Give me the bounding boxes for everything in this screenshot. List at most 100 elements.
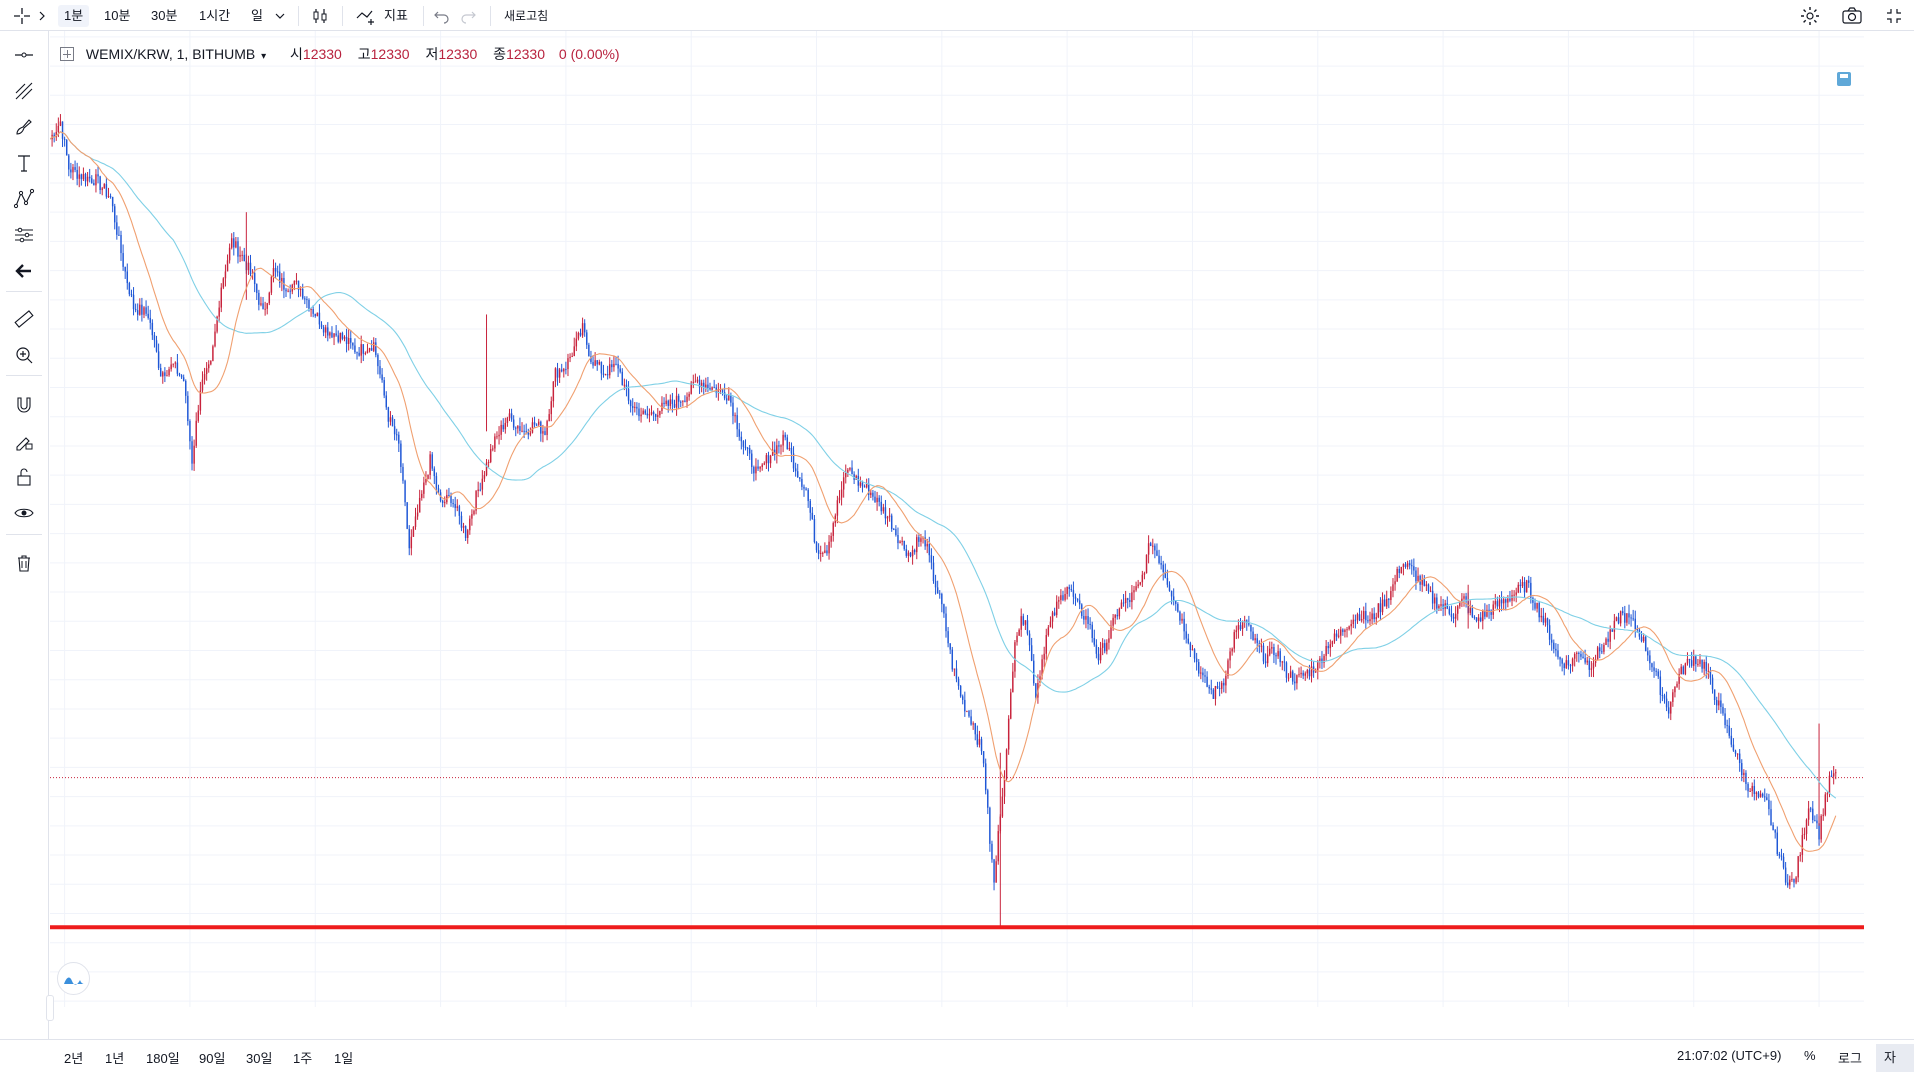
candle-body [1816, 820, 1818, 824]
candle-body [249, 262, 252, 275]
candle-body [1459, 602, 1461, 607]
redo-icon[interactable] [456, 4, 480, 28]
settings-icon[interactable] [1798, 4, 1822, 28]
candle-body [1099, 647, 1102, 661]
candle-body [861, 482, 864, 487]
candle-body [742, 441, 745, 447]
candle-body [665, 400, 667, 404]
ma-long-line [50, 131, 1837, 799]
chevron-right-icon[interactable] [36, 4, 48, 28]
candle-body [805, 488, 807, 490]
candle-body [352, 342, 354, 346]
candle-body [385, 395, 387, 408]
save-layout-icon[interactable] [1837, 72, 1851, 86]
chevron-down-icon[interactable]: ▾ [261, 51, 267, 62]
candle-body [364, 352, 367, 354]
candle-body [345, 336, 348, 344]
range-90d[interactable]: 90일 [199, 1051, 226, 1066]
candle-body [1392, 584, 1394, 592]
candle-body [872, 492, 874, 497]
candle-body [1262, 645, 1265, 662]
candle-body [987, 790, 989, 808]
price-chart[interactable]: 1080011000112001140011600118001200012200… [50, 31, 1864, 1007]
chart-area[interactable]: 1080011000112001140011600118001200012200… [50, 31, 1864, 1007]
candle-body [224, 271, 227, 279]
candle-body [1793, 878, 1795, 883]
candle-body [308, 299, 310, 310]
range-1d[interactable]: 1일 [334, 1051, 354, 1066]
interval-1h[interactable]: 1시간 [199, 8, 231, 23]
candle-body [776, 445, 778, 455]
candle-body [1722, 706, 1724, 714]
fullscreen-icon[interactable] [1882, 4, 1906, 28]
candle-body [934, 581, 937, 588]
candle-body [809, 501, 811, 513]
zoom-in-icon[interactable] [10, 341, 38, 369]
magnet-icon[interactable] [10, 391, 38, 419]
crosshair-icon[interactable] [10, 4, 34, 28]
range-30d[interactable]: 30일 [246, 1051, 273, 1066]
interval-10m[interactable]: 10분 [104, 8, 131, 23]
auto-scale-toggle[interactable]: 자동 [1876, 1044, 1914, 1072]
candle-body [1035, 683, 1037, 698]
indicators-icon[interactable] [354, 4, 378, 28]
range-2y[interactable]: 2년 [64, 1051, 84, 1066]
candle-body [1350, 624, 1352, 627]
add-compare-icon[interactable] [60, 47, 74, 61]
candle-body [1202, 672, 1204, 676]
interval-30m[interactable]: 30분 [151, 8, 178, 23]
eye-icon[interactable] [10, 499, 38, 527]
text-icon[interactable] [10, 149, 38, 177]
high-value: 12330 [370, 46, 410, 62]
candle-body [1181, 618, 1183, 621]
fib-icon[interactable] [10, 77, 38, 105]
candle-body [1421, 579, 1423, 585]
candle-body [153, 335, 156, 341]
range-1y[interactable]: 1년 [105, 1051, 125, 1066]
candles-icon[interactable] [308, 4, 332, 28]
interval-1m[interactable]: 1분 [58, 5, 90, 27]
log-toggle[interactable]: 로그 [1838, 1051, 1862, 1066]
candle-body [469, 518, 471, 531]
candle-body [1684, 663, 1687, 675]
pattern-icon[interactable] [10, 185, 38, 213]
candle-body [1557, 650, 1559, 658]
candle-body [101, 188, 103, 191]
range-1w[interactable]: 1주 [293, 1051, 313, 1066]
candle-body [55, 131, 57, 138]
candle-body [728, 394, 730, 401]
broker-logo-icon[interactable] [57, 962, 90, 995]
symbol-name[interactable]: WEMIX/KRW, 1, BITHUMB [85, 46, 256, 62]
candle-body [1256, 638, 1258, 644]
candle-body [1599, 647, 1601, 652]
refresh-button[interactable]: 새로고침 [504, 9, 549, 23]
trend-line-icon[interactable] [10, 41, 38, 69]
unlock-icon[interactable] [10, 463, 38, 491]
candle-body [535, 424, 538, 426]
candle-body [379, 366, 381, 375]
indicators-button[interactable]: 지표 [384, 8, 408, 23]
percent-toggle[interactable]: % [1804, 1048, 1816, 1063]
candle-body [686, 396, 688, 402]
candle-body [1083, 616, 1085, 620]
candle-body [316, 312, 319, 317]
prediction-icon[interactable] [10, 221, 38, 249]
candle-body [1465, 596, 1467, 602]
candle-body [95, 174, 97, 186]
candle-body [619, 368, 621, 372]
lock-drawing-icon[interactable] [10, 427, 38, 455]
undo-icon[interactable] [430, 4, 454, 28]
brush-icon[interactable] [10, 113, 38, 141]
collapse-handle[interactable] [46, 995, 54, 1021]
range-180d[interactable]: 180일 [146, 1051, 180, 1066]
candle-body [1429, 590, 1432, 592]
trash-icon[interactable] [10, 549, 38, 577]
camera-icon[interactable] [1840, 4, 1864, 28]
arrow-left-icon[interactable] [10, 257, 38, 285]
candle-body [982, 751, 985, 764]
ruler-icon[interactable] [10, 305, 38, 333]
interval-day[interactable]: 일 [251, 8, 263, 23]
candle-body [1680, 666, 1682, 675]
chevron-down-icon[interactable] [272, 4, 288, 28]
candle-body [907, 552, 910, 556]
